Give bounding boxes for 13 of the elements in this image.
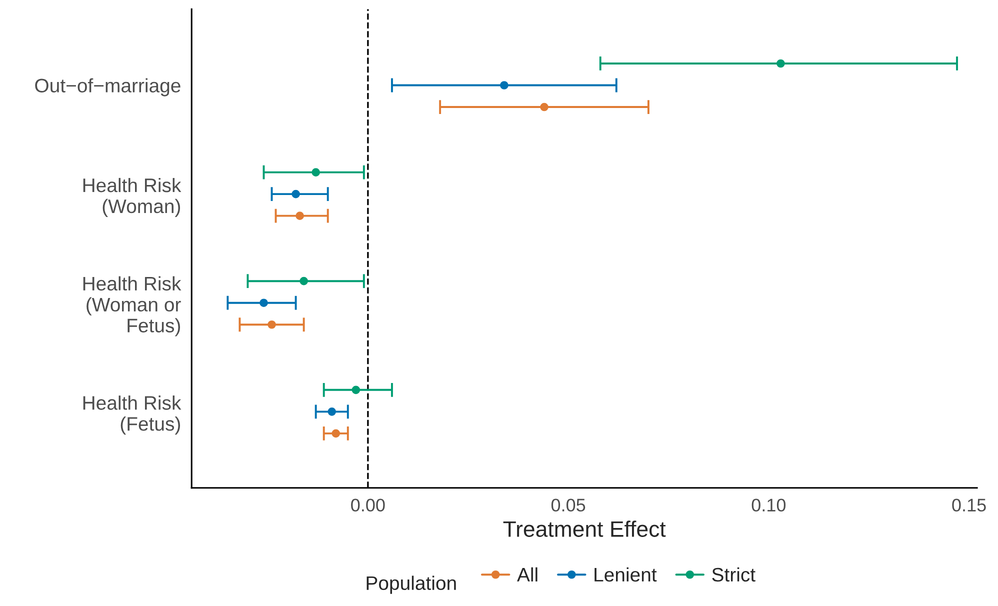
legend-label: All bbox=[517, 567, 538, 582]
y-tick-label: Health Risk (Fetus) bbox=[83, 396, 182, 435]
legend-label: Lenient bbox=[594, 567, 657, 582]
x-tick-label: 0.15 bbox=[952, 498, 986, 512]
x-axis-title: Treatment Effect bbox=[503, 520, 666, 537]
x-tick-label: 0.00 bbox=[351, 498, 385, 512]
y-tick-label: Out−of−marriage bbox=[35, 78, 180, 96]
x-tick-label: 0.05 bbox=[551, 498, 586, 512]
y-tick-label: Health Risk (Woman) bbox=[83, 178, 182, 218]
y-tick-label: Health Risk (Woman or Fetus) bbox=[83, 276, 182, 336]
legend-label: Strict bbox=[712, 567, 756, 582]
legend-title: Population bbox=[366, 576, 456, 594]
x-tick-label: 0.10 bbox=[752, 498, 786, 512]
